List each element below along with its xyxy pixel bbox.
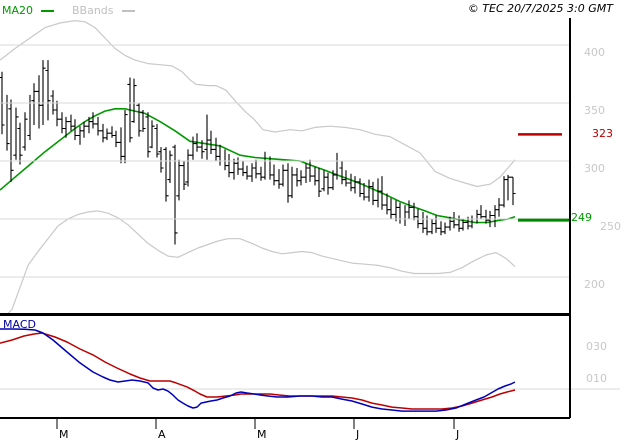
month-label-0: M [59,428,69,440]
price-axis-label-200: 200 [584,278,605,291]
month-label-4: J [456,428,460,440]
price-axis-label-300: 300 [584,162,605,175]
price-axis-label-323: 323 [592,127,613,141]
legend-item-bbands: BBands [72,4,135,17]
price-axis-label-350: 350 [584,104,605,117]
ma20-line-swatch [41,9,55,12]
price-axis-label-250: 250 [600,220,621,233]
macd-panel-title: MACD [3,318,36,331]
legend-ma20-label: MA20 [2,4,34,17]
month-label-1: A [158,428,166,440]
macd-axis-label-010: 010 [586,372,607,385]
copyright-timestamp: © TEC 20/7/2025 3:0 GMT [467,2,613,15]
bbands-line-swatch [121,9,135,12]
price-axis-label-249: 249 [571,211,592,225]
macd-axis-label-030: 030 [586,340,607,353]
month-label-2: M [257,428,267,440]
price-axis-label-400: 400 [584,46,605,59]
legend-item-ma20: MA20 [2,4,55,17]
legend-bbands-label: BBands [72,4,114,17]
month-label-3: J [356,428,360,440]
